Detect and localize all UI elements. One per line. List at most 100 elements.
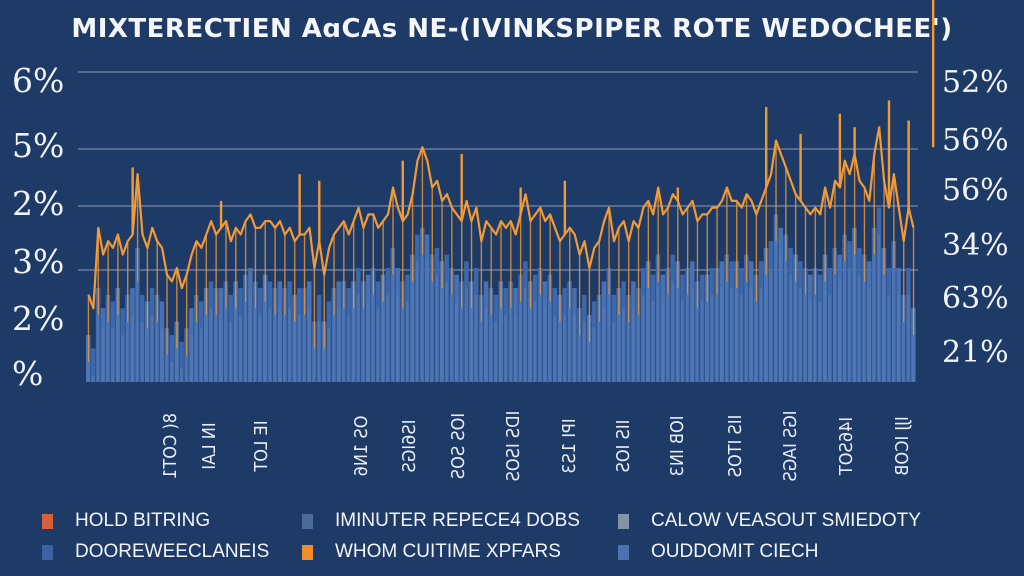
- bar: [469, 308, 473, 382]
- legend-swatch: [618, 513, 629, 529]
- bar: [135, 281, 139, 382]
- bar: [415, 261, 419, 382]
- bar: [199, 328, 203, 382]
- bar: [91, 375, 95, 382]
- bar: [700, 301, 704, 382]
- bar: [833, 274, 836, 382]
- bar: [553, 314, 557, 382]
- bar: [337, 308, 340, 382]
- y-tick-label-right: 56%: [942, 173, 1009, 208]
- gridlines: [78, 71, 918, 271]
- y-axis-right: 52% 56% 56% 34% 63% 21%: [942, 65, 1009, 370]
- legend-label: WHOM CUITIME XPFARS: [335, 541, 561, 562]
- bar: [651, 301, 655, 382]
- bar: [543, 308, 547, 382]
- legend-item[interactable]: CALOW VEASOUT SMIEDOTY: [618, 510, 921, 532]
- x-tick-label: IIS IOS: [613, 420, 634, 473]
- bar: [892, 268, 895, 382]
- bar: [332, 314, 335, 382]
- x-tick-label: IN LAI: [199, 422, 220, 469]
- bar: [568, 308, 571, 382]
- bar: [857, 274, 861, 382]
- bar: [425, 261, 429, 382]
- bar: [204, 314, 208, 382]
- bar: [514, 314, 517, 382]
- y-tick-label-left: 2%: [12, 299, 64, 338]
- bar: [504, 314, 507, 382]
- x-tick-label: IOS SOS: [448, 413, 469, 479]
- bar: [145, 328, 149, 382]
- x-axis: 8( COT1 IN LAI IE LOT OS 1N6 IS6IGS IOS SOS ID…: [160, 410, 913, 481]
- bar: [725, 281, 728, 382]
- bar: [175, 348, 178, 382]
- bar: [366, 301, 370, 382]
- legend-item[interactable]: IMINUTER REPECE4 DOBS: [302, 510, 580, 532]
- bar: [784, 261, 787, 382]
- legend-label: IMINUTER REPECE4 DOBS: [335, 510, 580, 531]
- x-tick-label: IE LOT: [251, 420, 272, 471]
- bar: [808, 301, 812, 382]
- y-tick-label-left: 3%: [12, 242, 64, 281]
- legend-swatch: [42, 513, 53, 529]
- bar: [813, 294, 817, 382]
- bar: [101, 328, 105, 382]
- bar: [420, 254, 424, 382]
- bar: [818, 301, 822, 382]
- bar: [347, 314, 350, 382]
- legend-item[interactable]: WHOM CUITIME XPFARS: [302, 541, 561, 563]
- bar: [823, 281, 827, 382]
- bar: [911, 335, 915, 382]
- bar: [440, 288, 444, 382]
- bar: [720, 288, 723, 382]
- y-tick-label-left: 2%: [12, 184, 64, 223]
- bar: [263, 301, 267, 382]
- bar: [86, 361, 90, 382]
- bar: [587, 341, 591, 382]
- bar: [189, 335, 193, 382]
- bar: [676, 288, 679, 382]
- bar: [877, 234, 881, 382]
- bar: [130, 314, 134, 382]
- y-tick-label-right: 52%: [942, 65, 1009, 100]
- bar: [690, 288, 694, 382]
- bar: [180, 368, 183, 382]
- bar: [577, 335, 581, 382]
- bar: [209, 308, 213, 382]
- bar: [548, 301, 552, 382]
- bar: [582, 321, 586, 382]
- legend-item[interactable]: HOLD BITRING: [42, 510, 210, 532]
- bar: [739, 294, 743, 382]
- y-axis-left: 6% 5% 2% 3% 2%%: [12, 61, 64, 393]
- bar: [528, 308, 532, 382]
- bar: [838, 281, 841, 382]
- legend-swatch: [302, 513, 313, 529]
- bar: [111, 328, 114, 382]
- bar: [302, 314, 306, 382]
- bar: [150, 314, 154, 382]
- bar: [882, 274, 886, 382]
- bar: [234, 308, 237, 382]
- legend-item[interactable]: DOOREWEECLANEIS: [42, 541, 269, 563]
- x-tick-label: IPI 1S3: [559, 418, 580, 473]
- bar: [459, 308, 463, 382]
- x-tick-label: IGS IAGS: [780, 410, 801, 481]
- bar: [607, 294, 611, 382]
- bar: [641, 294, 645, 382]
- legend-swatch: [302, 544, 313, 560]
- bar: [735, 288, 738, 382]
- bar: [597, 321, 601, 382]
- bar: [749, 288, 753, 382]
- legend-item[interactable]: OUDDOMIT CIECH: [618, 541, 818, 563]
- bar: [612, 321, 615, 382]
- bar: [666, 294, 669, 382]
- bar: [902, 321, 905, 382]
- bar: [194, 321, 198, 382]
- bar: [293, 321, 296, 382]
- bar: [680, 301, 684, 382]
- bar: [754, 301, 758, 382]
- bar: [351, 308, 355, 382]
- bar: [617, 314, 620, 382]
- x-tick-label: IS6IGS: [399, 420, 420, 473]
- bar: [897, 294, 900, 382]
- bar: [307, 308, 311, 382]
